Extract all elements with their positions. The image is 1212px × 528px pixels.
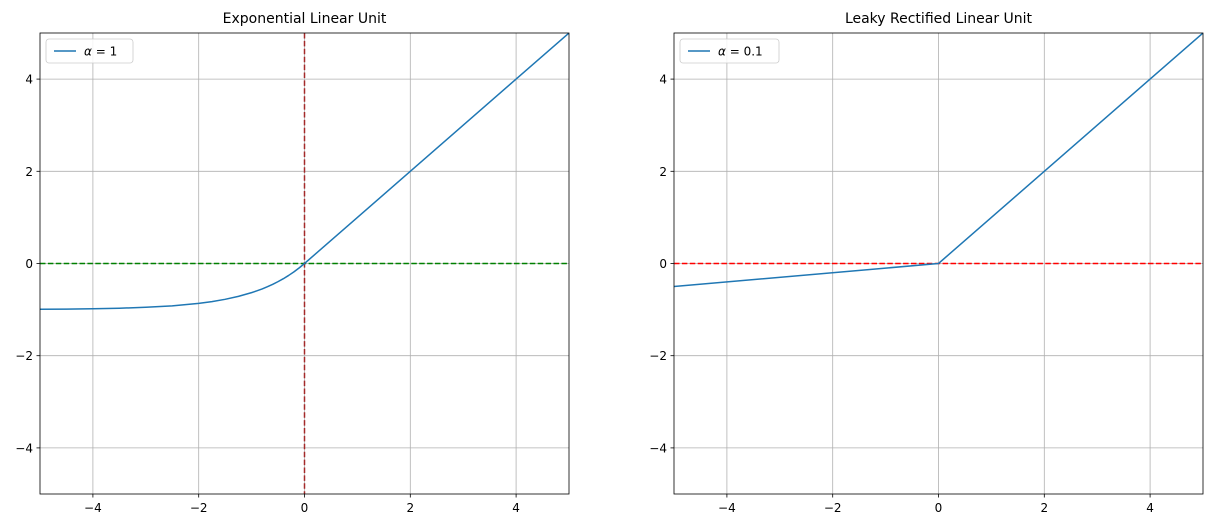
- x-tick-label: −4: [84, 501, 102, 515]
- x-tick-label: −4: [718, 501, 736, 515]
- y-tick-label: 4: [659, 73, 667, 87]
- x-tick-label: 0: [301, 501, 309, 515]
- y-tick-label: 2: [25, 165, 33, 179]
- y-tick-label: 0: [659, 257, 667, 271]
- x-tick-label: −2: [190, 501, 208, 515]
- x-tick-label: 4: [512, 501, 520, 515]
- chart-title: Leaky Rectified Linear Unit: [845, 11, 1033, 27]
- legend-box: [45, 38, 134, 64]
- legend: α = 0.1: [679, 38, 780, 64]
- series-lines: [40, 33, 569, 311]
- legend-symbol: α: [84, 45, 92, 59]
- y-tick-label: −4: [649, 441, 667, 455]
- x-tick-label: −2: [824, 501, 842, 515]
- chart-elu: −4 −2 0 2 4 −4 −2 0 2 4 Exponential Linear Unit α =…: [15, 11, 570, 515]
- x-tick-label: 0: [935, 501, 943, 515]
- x-tick-label: 2: [406, 501, 414, 515]
- legend-value: = 0.1: [726, 45, 763, 59]
- series-line: [40, 33, 569, 311]
- y-tick-label: −2: [15, 349, 33, 363]
- legend-symbol: α: [718, 45, 726, 59]
- legend-value: = 1: [92, 45, 117, 59]
- legend-label: α = 0.1: [718, 45, 763, 59]
- legend-box: [679, 38, 780, 64]
- y-tick-label: −4: [15, 441, 33, 455]
- series-lines: [674, 33, 1203, 288]
- legend: α = 1: [45, 38, 134, 64]
- x-tick-label: 2: [1040, 501, 1048, 515]
- y-tick-label: −2: [649, 349, 667, 363]
- x-tick-label: 4: [1146, 501, 1154, 515]
- y-tick-label: 0: [25, 257, 33, 271]
- series-line: [674, 33, 1203, 288]
- y-tick-label: 2: [659, 165, 667, 179]
- y-tick-label: 4: [25, 73, 33, 87]
- chart-title: Exponential Linear Unit: [223, 11, 387, 27]
- chart-leaky-relu: −4 −2 0 2 4 −4 −2 0 2 4 Leaky Rectified Linear Uni…: [649, 11, 1204, 515]
- legend-label: α = 1: [84, 45, 117, 59]
